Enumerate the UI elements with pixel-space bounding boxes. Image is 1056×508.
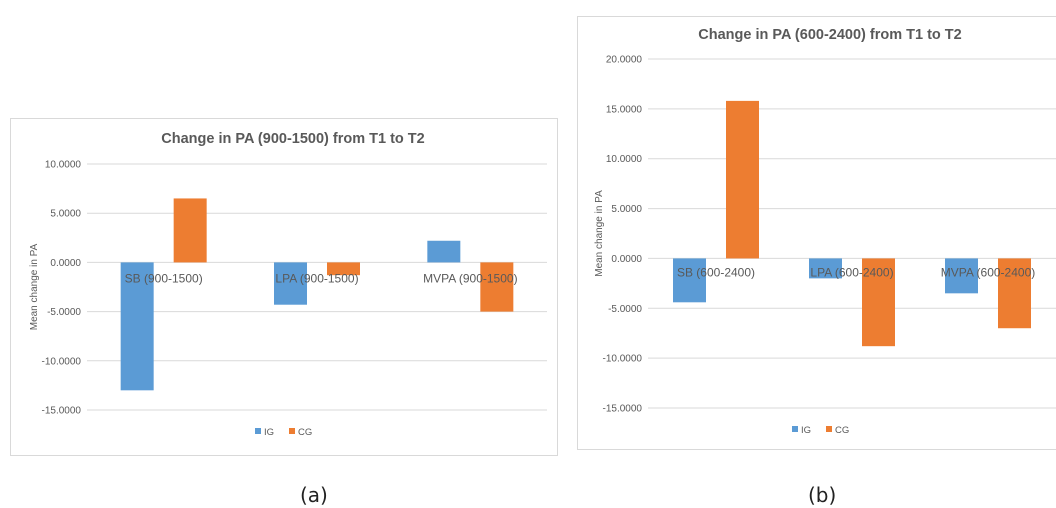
legend-label-cg: CG xyxy=(835,425,849,436)
bar-ig-3 xyxy=(945,258,978,294)
y-axis-title: Mean change in PA xyxy=(29,243,40,330)
legend-swatch-ig xyxy=(255,428,261,434)
legend-label-ig: IG xyxy=(264,427,274,438)
legend-label-cg: CG xyxy=(298,427,312,438)
y-tick-label: -10.0000 xyxy=(42,356,82,367)
y-tick-label: 0.0000 xyxy=(611,254,642,265)
y-tick-label: -5.0000 xyxy=(47,307,81,318)
y-tick-label: 0.0000 xyxy=(50,258,81,269)
bar-ig-1 xyxy=(673,258,706,303)
bar-ig-2 xyxy=(809,258,842,279)
bar-cg-3 xyxy=(480,262,514,312)
y-axis-title: Mean change in PA xyxy=(594,190,605,277)
bar-cg-2 xyxy=(327,262,360,276)
category-label: SB (600-2400) xyxy=(677,265,755,279)
y-tick-label: 15.0000 xyxy=(606,104,643,115)
y-tick-label: -5.0000 xyxy=(608,304,642,315)
bar-ig-1 xyxy=(120,262,154,391)
chart-b-svg: Change in PA (600-2400) from T1 to T2 -15… xyxy=(594,27,1056,436)
y-tick-label: 5.0000 xyxy=(611,204,642,215)
category-label: SB (900-1500) xyxy=(125,271,203,285)
bar-cg-2 xyxy=(862,258,895,347)
chart-b-panel: Change in PA (600-2400) from T1 to T2 -15… xyxy=(577,16,1056,450)
legend-swatch-cg xyxy=(289,428,295,434)
chart-a-svg: Change in PA (900-1500) from T1 to T2 -15… xyxy=(29,131,547,438)
bar-cg-1 xyxy=(726,100,759,259)
bar-cg-1 xyxy=(173,198,207,263)
category-label: MVPA (600-2400) xyxy=(941,265,1036,279)
chart-a-panel: Change in PA (900-1500) from T1 to T2 -15… xyxy=(10,118,558,456)
y-tick-label: -15.0000 xyxy=(603,404,643,415)
category-label: LPA (600-2400) xyxy=(810,265,893,279)
category-label: LPA (900-1500) xyxy=(275,271,358,285)
legend-label-ig: IG xyxy=(801,425,811,436)
chart-title: Change in PA (900-1500) from T1 to T2 xyxy=(161,131,424,147)
y-tick-label: 10.0000 xyxy=(606,154,643,165)
y-tick-label: 5.0000 xyxy=(50,209,81,220)
bar-ig-2 xyxy=(274,262,307,305)
bar-ig-3 xyxy=(427,240,461,263)
caption-b: (b) xyxy=(808,483,837,507)
legend-swatch-ig xyxy=(792,426,798,432)
caption-a: (a) xyxy=(300,483,328,507)
chart-title: Change in PA (600-2400) from T1 to T2 xyxy=(698,27,961,43)
legend-swatch-cg xyxy=(826,426,832,432)
y-tick-label: 20.0000 xyxy=(606,55,643,66)
y-tick-label: -15.0000 xyxy=(42,406,82,417)
y-tick-label: 10.0000 xyxy=(45,160,82,171)
category-label: MVPA (900-1500) xyxy=(423,271,518,285)
bar-cg-3 xyxy=(998,258,1031,329)
y-tick-label: -10.0000 xyxy=(603,354,643,365)
